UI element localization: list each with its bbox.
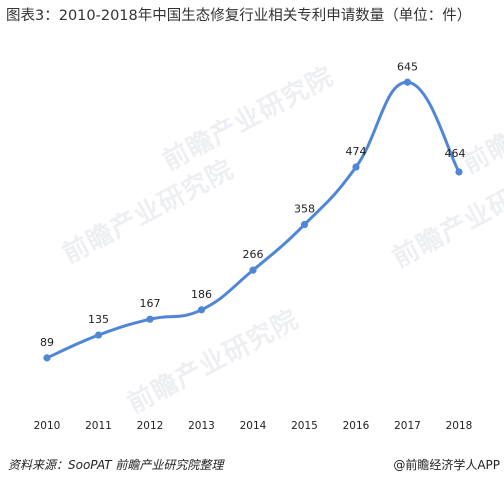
x-tick-2013: 2013 (188, 420, 215, 432)
data-label-2012: 167 (140, 297, 161, 310)
x-tick-2014: 2014 (240, 420, 267, 432)
x-tick-2010: 2010 (34, 420, 61, 432)
data-label-2010: 89 (40, 336, 54, 349)
brand-label: @前瞻经济学人APP (393, 458, 500, 472)
data-label-2018: 464 (445, 147, 466, 160)
source-note: 资料来源：SooPAT 前瞻产业研究院整理 (8, 458, 224, 472)
data-label-2014: 266 (243, 248, 264, 261)
data-label-2011: 135 (88, 313, 109, 326)
data-label-2015: 358 (294, 203, 315, 216)
data-point-2018 (455, 168, 463, 176)
x-tick-2011: 2011 (85, 420, 112, 432)
data-point-2016 (352, 163, 360, 171)
data-point-2015 (300, 220, 309, 229)
data-point-2017 (403, 78, 412, 86)
x-tick-2016: 2016 (343, 420, 370, 432)
x-tick-2012: 2012 (137, 420, 164, 432)
data-point-2010 (43, 354, 51, 362)
data-point-2011 (94, 331, 103, 339)
x-tick-2018: 2018 (446, 420, 473, 432)
data-label-2017: 645 (397, 60, 418, 73)
chart-title: 图表3：2010-2018年中国生态修复行业相关专利申请数量（单位：件） (6, 8, 472, 24)
series-line (45, 80, 461, 360)
x-tick-2015: 2015 (291, 420, 318, 432)
chart-plot-area: 89 2010 135 2011 167 2012 186 2013 266 2014 358 201… (34, 60, 473, 432)
data-label-2016: 474 (346, 145, 367, 158)
data-label-2013: 186 (191, 288, 212, 301)
data-point-2012 (146, 315, 154, 323)
data-point-2013 (197, 306, 206, 314)
x-tick-2017: 2017 (394, 420, 421, 432)
data-point-2014 (249, 266, 257, 274)
